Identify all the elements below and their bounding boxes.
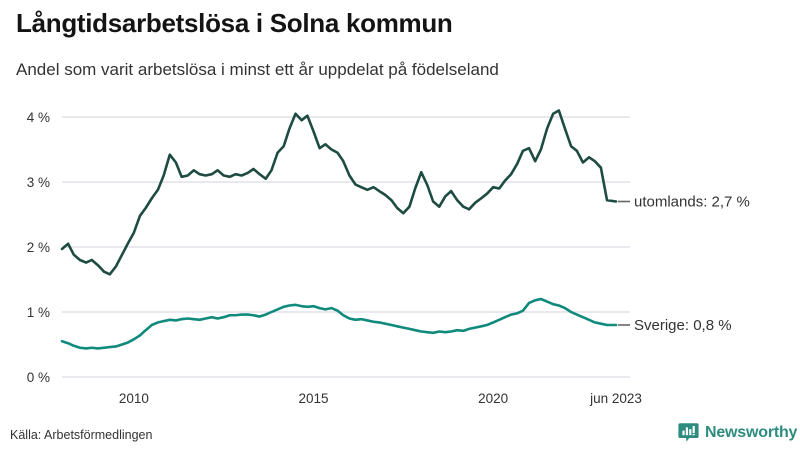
- y-axis-tick-label: 3 %: [27, 175, 50, 190]
- bar-chart-bubble-icon: [678, 422, 699, 443]
- series-end-label-utomlands: utomlands: 2,7 %: [634, 194, 750, 211]
- series-line-sverige: [60, 297, 618, 350]
- y-axis-tick-label: 4 %: [27, 110, 50, 125]
- series-end-label-sverige: Sverige: 0,8 %: [634, 317, 732, 334]
- x-axis-tick-label: jun 2023: [589, 391, 642, 406]
- source-note: Källa: Arbetsförmedlingen: [10, 428, 153, 442]
- x-axis-tick-label: 2010: [119, 391, 149, 406]
- x-axis-tick-label: 2015: [298, 391, 328, 406]
- series-end-labels: utomlands: 2,7 % Sverige: 0,8 %: [618, 194, 750, 334]
- y-axis-tick-labels: 0 % 1 % 2 % 3 % 4 %: [27, 110, 50, 385]
- x-axis-tick-labels: 2010 2015 2020 jun 2023: [119, 391, 642, 406]
- logo-wordmark: Newsworthy: [705, 423, 798, 441]
- series-lines-group: [60, 109, 618, 350]
- series-line-utomlands: [60, 109, 618, 276]
- newsworthy-logo[interactable]: Newsworthy: [678, 422, 797, 443]
- y-axis-tick-label: 2 %: [27, 240, 50, 255]
- x-axis-tick-label: 2020: [478, 391, 508, 406]
- page-subtitle: Andel som varit arbetslösa i minst ett å…: [16, 60, 499, 79]
- gridlines-group: [62, 116, 630, 378]
- page-title: Långtidsarbetslösa i Solna kommun: [16, 8, 453, 38]
- y-axis-tick-label: 0 %: [27, 370, 50, 385]
- y-axis-tick-label: 1 %: [27, 305, 50, 320]
